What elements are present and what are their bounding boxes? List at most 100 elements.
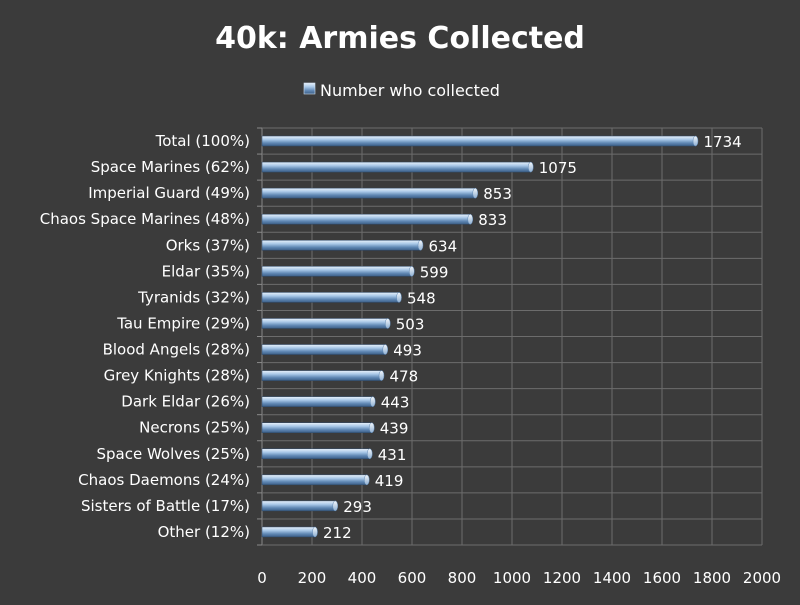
bar: [261, 292, 400, 303]
bar-end-cap: [378, 370, 385, 381]
bar-11: [261, 422, 375, 433]
value-label: 599: [420, 263, 449, 281]
bar-end-cap: [472, 187, 478, 199]
x-tick-label: 2000: [743, 569, 781, 587]
x-tick-label: 1000: [493, 569, 531, 587]
value-label: 833: [478, 211, 507, 229]
bar-end-cap: [370, 396, 376, 407]
category-label: Grey Knights (28%): [104, 367, 250, 385]
category-label: Blood Angels (28%): [103, 341, 250, 359]
bar-end-cap: [385, 318, 391, 329]
value-label: 431: [378, 446, 407, 464]
value-label: 443: [381, 394, 410, 412]
category-label: Imperial Guard (49%): [88, 184, 250, 202]
x-tick-label: 1600: [643, 569, 681, 587]
bar-end-cap: [369, 422, 375, 433]
bar-4: [261, 240, 424, 251]
bar: [261, 526, 316, 538]
bar: [261, 448, 370, 460]
x-tick-label: 200: [298, 569, 327, 587]
bar: [261, 318, 388, 329]
bar-end-cap: [528, 161, 534, 173]
bar: [261, 187, 476, 199]
bar-8: [261, 344, 388, 355]
legend-swatch: [303, 82, 316, 95]
value-label: 634: [429, 237, 458, 255]
x-tick-label: 1800: [693, 569, 731, 587]
bar-10: [261, 396, 376, 407]
x-tick-label: 400: [348, 569, 377, 587]
category-label: Chaos Daemons (24%): [78, 471, 250, 489]
category-label: Other (12%): [158, 523, 250, 541]
category-label: Eldar (35%): [162, 262, 250, 280]
value-label: 478: [390, 368, 419, 386]
category-label: Space Wolves (25%): [96, 445, 250, 463]
bar-2: [261, 187, 478, 199]
bar-12: [261, 448, 373, 460]
category-label: Dark Eldar (26%): [121, 393, 250, 411]
value-label: 493: [393, 342, 422, 360]
x-tick-label: 600: [398, 569, 427, 587]
bar-end-cap: [692, 135, 699, 147]
bar-end-cap: [332, 500, 338, 512]
x-tick-label: 0: [257, 569, 267, 587]
category-label: Tau Empire (29%): [116, 314, 250, 332]
value-label: 853: [483, 185, 512, 203]
bar-13: [261, 474, 370, 486]
bar-3: [261, 213, 473, 225]
bar: [261, 240, 421, 251]
bars: [261, 135, 699, 538]
bar-end-cap: [417, 240, 424, 251]
bar: [261, 500, 336, 512]
bar: [261, 370, 382, 381]
bar-0: [261, 135, 699, 147]
value-label: 212: [323, 524, 352, 542]
bar-end-cap: [382, 344, 388, 355]
value-label: 548: [407, 289, 436, 307]
bar-9: [261, 370, 385, 381]
legend: Number who collected: [303, 81, 500, 100]
legend-label: Number who collected: [320, 81, 500, 100]
value-label: 1075: [539, 159, 577, 177]
category-label: Necrons (25%): [139, 419, 250, 437]
value-label: 1734: [704, 133, 742, 151]
category-label: Space Marines (62%): [91, 158, 250, 176]
category-label: Sisters of Battle (17%): [81, 497, 250, 515]
bar-end-cap: [364, 474, 370, 486]
bar-7: [261, 318, 391, 329]
bar-5: [261, 266, 415, 277]
bar: [261, 396, 373, 407]
chart-title: 40k: Armies Collected: [215, 21, 585, 56]
category-label: Tyranids (32%): [137, 288, 250, 306]
bar-end-cap: [409, 266, 415, 277]
x-tick-label: 1200: [543, 569, 581, 587]
category-labels: Total (100%) Space Marines (62%) Imperial …: [40, 132, 250, 541]
x-tick-labels: 0 200 400 600 800 1000 1200 1400 1600 1800 2000: [257, 569, 781, 587]
bar-15: [261, 526, 318, 538]
bar-end-cap: [367, 448, 373, 460]
bar: [261, 135, 696, 147]
value-label: 419: [375, 472, 404, 490]
bar: [261, 213, 471, 225]
bar: [261, 161, 531, 173]
bar-6: [261, 292, 402, 303]
x-tick-label: 800: [448, 569, 477, 587]
bar-end-cap: [312, 526, 318, 538]
bar: [261, 344, 386, 355]
value-label: 503: [396, 315, 425, 333]
category-label: Total (100%): [155, 132, 250, 150]
category-label: Chaos Space Marines (48%): [40, 210, 250, 228]
value-label: 439: [380, 420, 409, 438]
category-label: Orks (37%): [166, 236, 250, 254]
bar: [261, 474, 367, 486]
bar-14: [261, 500, 338, 512]
bar-1: [261, 161, 534, 173]
value-label: 293: [343, 498, 372, 516]
value-labels: 1734 1075 853 833 634 599 548 503 493 478 443 439 43…: [323, 133, 742, 542]
x-tick-label: 1400: [593, 569, 631, 587]
bar-end-cap: [467, 213, 473, 225]
bar: [261, 422, 372, 433]
bar-end-cap: [396, 292, 402, 303]
